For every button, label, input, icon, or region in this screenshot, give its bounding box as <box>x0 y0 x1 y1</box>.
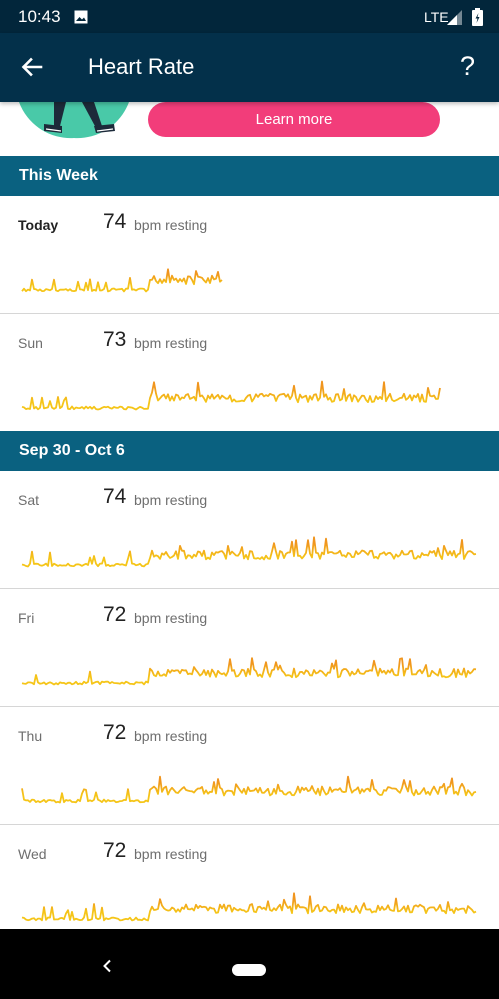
heart-rate-trace <box>21 536 477 568</box>
bpm-unit-label: bpm resting <box>134 217 208 233</box>
day-row-fri[interactable]: Fri 72 bpm resting <box>0 589 499 707</box>
resting-bpm-value: 72 <box>103 839 127 862</box>
day-label: Sat <box>18 492 40 508</box>
heart-rate-trace <box>21 268 223 293</box>
resting-bpm-value: 73 <box>103 328 127 351</box>
day-row-today[interactable]: Today 74 bpm resting <box>0 196 499 314</box>
heart-rate-trace <box>21 775 477 804</box>
day-row-wed[interactable]: Wed 72 bpm resting <box>0 825 499 943</box>
day-label: Sun <box>18 335 43 351</box>
bpm-unit-label: bpm resting <box>134 846 208 862</box>
bpm-unit-label: bpm resting <box>134 335 208 351</box>
day-label: Thu <box>18 728 43 744</box>
day-label: Today <box>18 217 59 233</box>
network-type: LTE <box>424 9 449 25</box>
nav-home-button[interactable] <box>232 964 266 976</box>
heart-rate-trace <box>21 892 477 922</box>
resting-bpm-value: 72 <box>103 721 127 744</box>
day-row-sat[interactable]: Sat 74 bpm resting <box>0 471 499 589</box>
heart-rate-trace <box>21 380 441 411</box>
bpm-unit-label: bpm resting <box>134 728 208 744</box>
bpm-unit-label: bpm resting <box>134 610 208 626</box>
bpm-unit-label: bpm resting <box>134 492 208 508</box>
nav-back-icon[interactable] <box>102 959 112 978</box>
system-nav-bar <box>0 929 499 999</box>
image-notification-icon <box>74 10 88 29</box>
heart-rate-sparkline <box>21 380 441 411</box>
app-bar: Heart Rate ? <box>0 33 499 102</box>
help-icon[interactable]: ? <box>460 51 476 81</box>
section-header-sep30-oct6: Sep 30 - Oct 6 <box>0 431 499 471</box>
learn-more-button[interactable]: Learn more <box>148 102 440 137</box>
day-row-sun[interactable]: Sun 73 bpm resting <box>0 314 499 432</box>
resting-bpm-value: 74 <box>103 210 127 233</box>
resting-bpm-value: 72 <box>103 603 127 626</box>
day-label: Wed <box>18 846 47 862</box>
heart-rate-sparkline <box>21 268 223 293</box>
battery-icon <box>472 8 483 31</box>
promo-card: Learn more <box>0 102 499 156</box>
heart-rate-sparkline <box>21 775 477 804</box>
page-title: Heart Rate <box>88 54 195 79</box>
heart-rate-sparkline <box>21 892 477 922</box>
status-time: 10:43 <box>18 7 61 26</box>
runner-illustration <box>16 102 131 147</box>
resting-bpm-value: 74 <box>103 485 127 508</box>
heart-rate-trace <box>21 657 477 686</box>
day-row-thu[interactable]: Thu 72 bpm resting <box>0 707 499 825</box>
section-header-this-week: This Week <box>0 156 499 196</box>
status-bar: 10:43 LTE <box>0 0 499 33</box>
back-arrow-icon[interactable] <box>20 55 44 84</box>
day-label: Fri <box>18 610 35 626</box>
heart-rate-sparkline <box>21 657 477 686</box>
signal-icon <box>447 10 463 30</box>
heart-rate-sparkline <box>21 536 477 568</box>
